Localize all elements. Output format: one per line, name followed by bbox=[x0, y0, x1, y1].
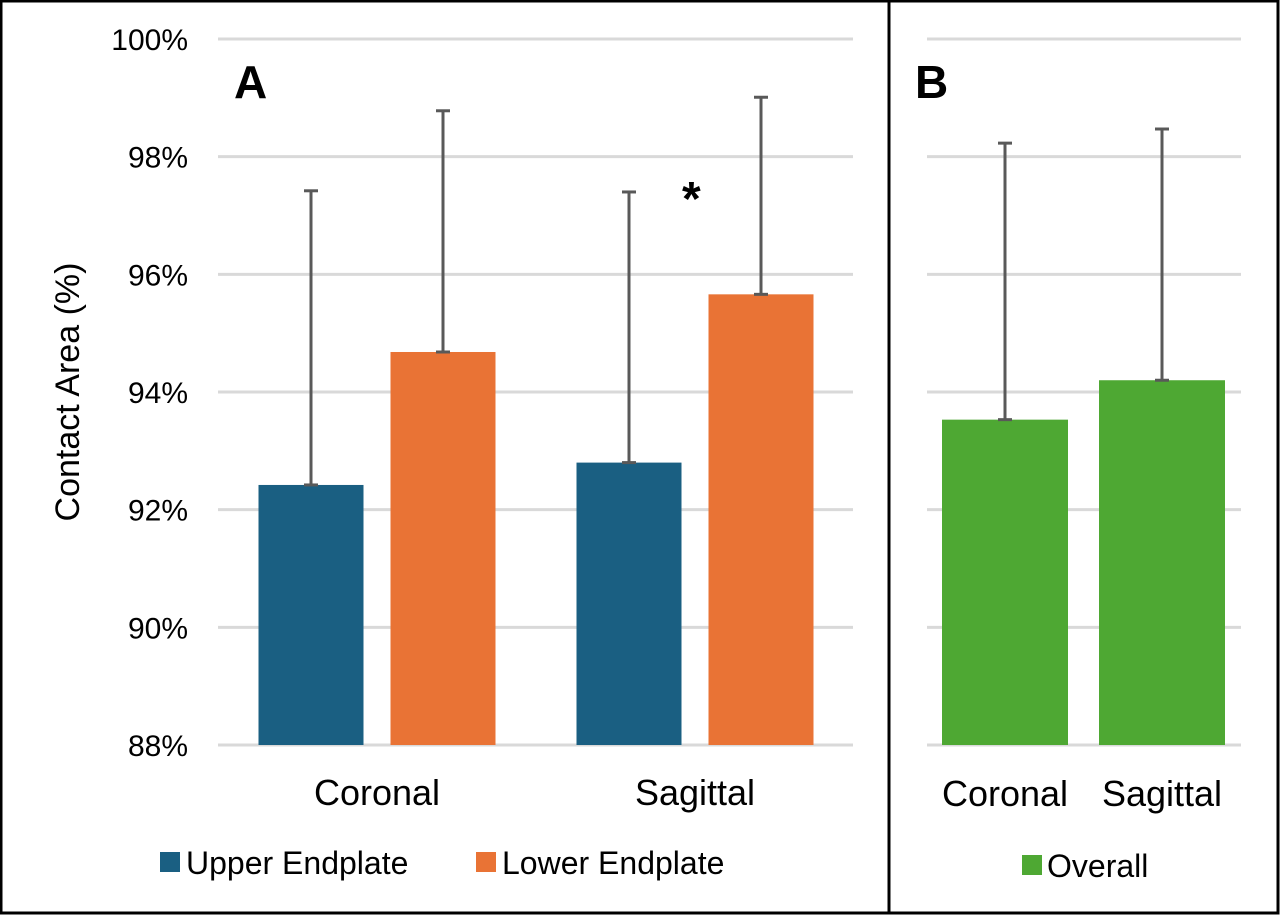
bar bbox=[942, 419, 1068, 745]
bar bbox=[576, 462, 682, 745]
y-axis-title: Contact Area (%) bbox=[49, 263, 87, 522]
significance-asterisk: * bbox=[682, 173, 701, 226]
bar bbox=[708, 294, 814, 745]
legend-label: Upper Endplate bbox=[186, 845, 408, 881]
legend-label: Overall bbox=[1047, 848, 1148, 884]
bar bbox=[1099, 380, 1225, 745]
x-tick-label: Coronal bbox=[314, 772, 440, 813]
y-tick-label: 94% bbox=[128, 377, 188, 410]
panel-b-bars bbox=[942, 380, 1225, 745]
panel-b-frame bbox=[887, 0, 1280, 915]
panel-b: Coronal Sagittal B Overall bbox=[915, 37, 1241, 884]
y-tick-label: 90% bbox=[128, 612, 188, 645]
panel-a-x-tick-labels: Coronal Sagittal bbox=[314, 772, 755, 813]
bar bbox=[390, 351, 496, 745]
y-tick-label: 92% bbox=[128, 495, 188, 528]
panel-b-x-tick-labels: Coronal Sagittal bbox=[942, 773, 1222, 814]
x-tick-label: Coronal bbox=[942, 773, 1068, 814]
panel-a-legend: Upper Endplate Lower Endplate bbox=[160, 845, 724, 881]
legend-label: Lower Endplate bbox=[502, 845, 724, 881]
panel-a-label: A bbox=[234, 56, 267, 108]
y-tick-label: 98% bbox=[128, 142, 188, 175]
y-tick-label: 96% bbox=[128, 259, 188, 292]
panel-a-error-bars bbox=[304, 95, 768, 487]
bar bbox=[258, 484, 364, 745]
x-tick-label: Sagittal bbox=[1102, 773, 1222, 814]
panel-b-label: B bbox=[915, 56, 948, 108]
y-tick-label: 88% bbox=[128, 730, 188, 763]
panel-b-legend: Overall bbox=[1022, 848, 1148, 884]
x-tick-label: Sagittal bbox=[635, 772, 755, 813]
legend-swatch bbox=[476, 852, 496, 872]
panel-b-error-bars bbox=[998, 127, 1169, 422]
panel-a-y-tick-labels: 88% 90% 92% 94% 96% 98% 100% bbox=[111, 24, 188, 763]
y-tick-label: 100% bbox=[111, 24, 188, 57]
panel-a-bars bbox=[258, 294, 814, 745]
legend-swatch bbox=[160, 852, 180, 872]
legend-swatch bbox=[1022, 855, 1042, 875]
panel-a: 88% 90% 92% 94% 96% 98% 100% Coronal Sagittal A… bbox=[49, 24, 853, 881]
